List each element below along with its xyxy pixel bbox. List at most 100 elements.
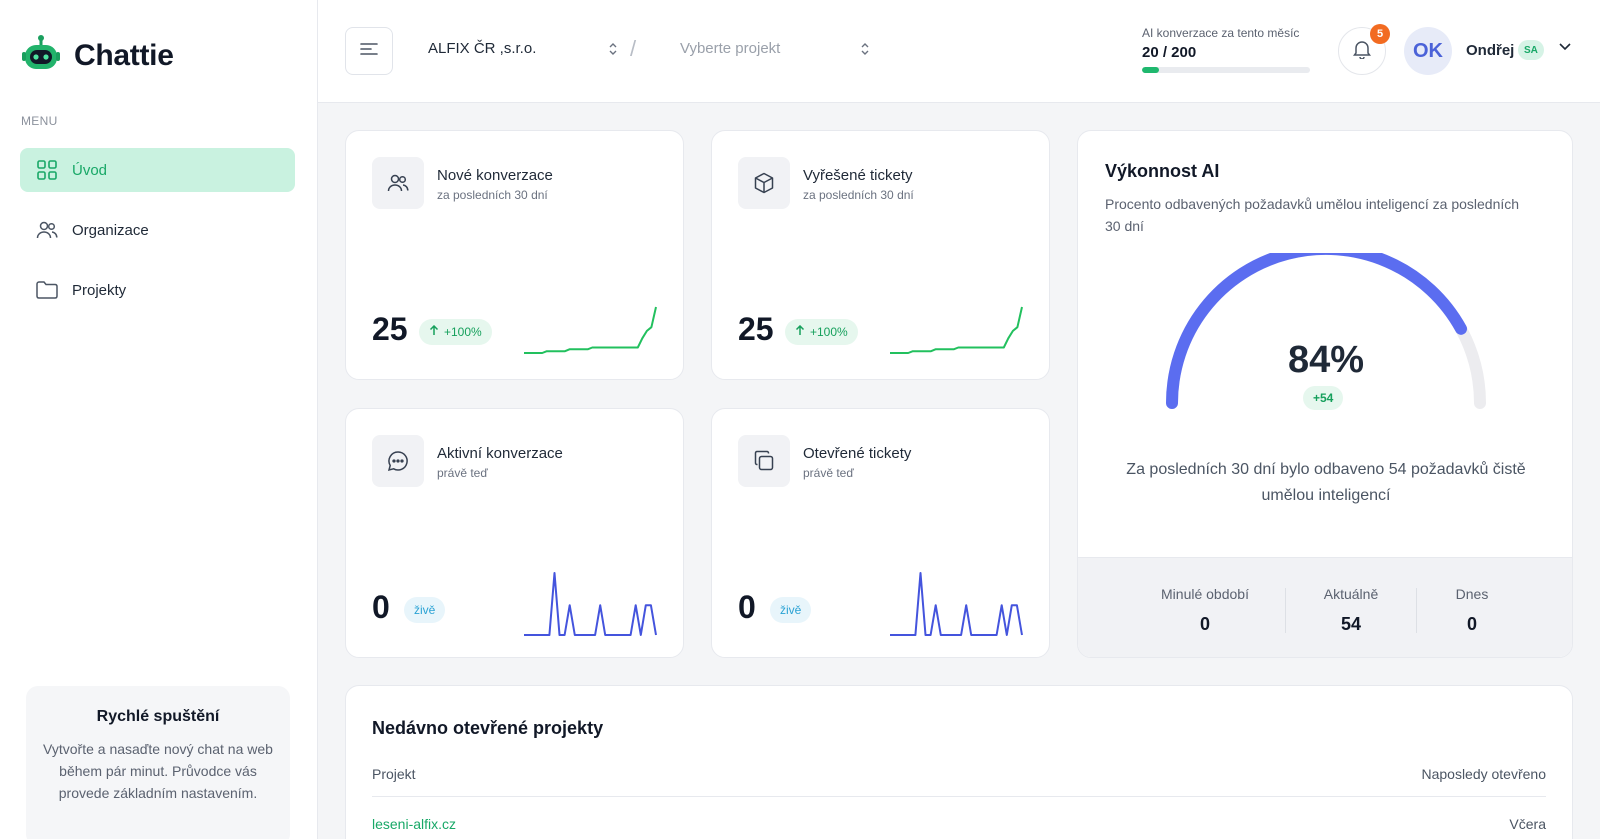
card-value: 0 xyxy=(738,589,756,625)
last-opened-value: Včera xyxy=(1509,816,1546,832)
top-header: ALFIX ČR ,s.r.o. / Vyberte projekt AI ko… xyxy=(318,0,1600,103)
ai-stats: Minulé období 0 Aktuálně 54 Dnes 0 xyxy=(1078,557,1572,657)
users-icon xyxy=(372,157,424,209)
stat-previous: Minulé období 0 xyxy=(1125,558,1285,657)
grid-icon xyxy=(36,159,58,181)
project-select[interactable]: Vyberte projekt xyxy=(680,40,870,57)
sparkline-chart xyxy=(890,306,1023,354)
divider xyxy=(372,796,1546,797)
stat-label: Minulé období xyxy=(1161,586,1249,602)
chevron-updown-icon xyxy=(860,42,870,56)
card-subtitle: za posledních 30 dní xyxy=(437,188,548,202)
organization-value: ALFIX ČR ,s.r.o. xyxy=(428,40,537,57)
stat-card-active-conversations[interactable]: Aktivní konverzace právě teď 0 živě xyxy=(345,408,684,658)
sparkline-series xyxy=(890,306,1023,354)
sidebar-nav: Úvod Organizace Projekty xyxy=(20,148,295,328)
ai-performance-card: Výkonnost AI Procento odbavených požadav… xyxy=(1077,130,1573,658)
avatar[interactable]: OK xyxy=(1404,27,1452,75)
sparkline-chart xyxy=(524,572,657,636)
sparkline-chart xyxy=(524,306,657,354)
sidebar-item-label: Projekty xyxy=(72,281,127,299)
project-link[interactable]: leseni-alfix.cz xyxy=(372,816,457,832)
card-title: Aktivní konverzace xyxy=(437,445,563,462)
users-icon xyxy=(36,219,58,241)
ai-performance-description: Procento odbavených požadavků umělou int… xyxy=(1105,196,1520,234)
ai-usage: AI konverzace za tento měsíc 20 / 200 xyxy=(1142,26,1312,73)
ai-performance-note: Za posledních 30 dní bylo odbaveno 54 po… xyxy=(1126,461,1526,504)
stat-today: Dnes 0 xyxy=(1417,558,1527,657)
notifications-badge: 5 xyxy=(1370,24,1390,44)
ai-gauge xyxy=(1166,253,1486,409)
arrow-up-icon xyxy=(429,324,439,339)
arrow-up-icon xyxy=(795,324,805,339)
robot-logo-icon xyxy=(22,34,60,77)
card-subtitle: za posledních 30 dní xyxy=(803,188,914,202)
live-badge: živě xyxy=(770,597,812,623)
column-header-last-opened: Naposledy otevřeno xyxy=(1421,766,1546,782)
copy-icon xyxy=(738,435,790,487)
trend-badge-text: +100% xyxy=(444,325,482,339)
card-value: 0 xyxy=(372,589,390,625)
project-placeholder: Vyberte projekt xyxy=(680,40,781,57)
sparkline-series xyxy=(890,572,1023,636)
stat-label: Aktuálně xyxy=(1323,586,1379,602)
stat-label: Dnes xyxy=(1455,586,1489,602)
stat-card-new-conversations[interactable]: Nové konverzace za posledních 30 dní 25 … xyxy=(345,130,684,380)
card-value: 25 xyxy=(372,311,408,347)
organization-select[interactable]: ALFIX ČR ,s.r.o. xyxy=(428,40,618,57)
app-name: Chattie xyxy=(74,38,174,72)
user-name[interactable]: Ondřej xyxy=(1466,42,1515,59)
quick-start-title: Rychlé spuštění xyxy=(96,708,220,725)
quick-start-text: Vytvořte a nasaďte nový chat na web běhe… xyxy=(43,741,273,801)
stat-card-resolved-tickets[interactable]: Vyřešené tickety za posledních 30 dní 25… xyxy=(711,130,1050,380)
sidebar-item-label: Úvod xyxy=(72,161,108,179)
chevron-down-icon[interactable] xyxy=(1558,38,1572,56)
card-subtitle: právě teď xyxy=(437,466,488,480)
box-icon xyxy=(738,157,790,209)
bell-icon xyxy=(1353,39,1371,64)
logo[interactable]: Chattie xyxy=(22,34,174,77)
card-subtitle: právě teď xyxy=(803,466,854,480)
ai-usage-label: AI konverzace za tento měsíc xyxy=(1142,26,1300,40)
card-title: Otevřené tickety xyxy=(803,445,912,462)
column-header-project: Projekt xyxy=(372,766,416,782)
live-badge: živě xyxy=(404,597,446,623)
trend-badge-text: +100% xyxy=(810,325,848,339)
ai-usage-value: 20 / 200 xyxy=(1142,44,1197,61)
menu-toggle-button[interactable] xyxy=(345,27,393,75)
recent-projects-title: Nedávno otevřené projekty xyxy=(372,718,604,738)
gauge-fill xyxy=(1166,253,1467,409)
card-title: Vyřešené tickety xyxy=(803,167,913,184)
breadcrumb-separator: / xyxy=(630,36,637,61)
stat-value: 0 xyxy=(1199,614,1210,634)
sidebar-item-uvod[interactable]: Úvod xyxy=(20,148,295,192)
chevron-updown-icon xyxy=(608,42,618,56)
quick-start-panel[interactable]: Rychlé spuštění Vytvořte a nasaďte nový … xyxy=(26,686,290,839)
ai-performance-title: Výkonnost AI xyxy=(1105,161,1220,181)
sparkline-chart xyxy=(890,572,1023,636)
user-role-badge: SA xyxy=(1518,40,1544,60)
divider xyxy=(1285,588,1286,633)
stat-current: Aktuálně 54 xyxy=(1286,558,1416,657)
ai-usage-bar-fill xyxy=(1142,67,1159,73)
stat-value: 0 xyxy=(1466,614,1477,634)
card-title: Nové konverzace xyxy=(437,167,553,184)
divider xyxy=(1416,588,1417,633)
trend-badge: +100% xyxy=(785,319,858,345)
sparkline-series xyxy=(524,572,657,636)
ai-percent-value: 84% xyxy=(1287,339,1365,381)
card-value: 25 xyxy=(738,311,774,347)
stat-card-open-tickets[interactable]: Otevřené tickety právě teď 0 živě xyxy=(711,408,1050,658)
folder-icon xyxy=(36,279,58,301)
recent-projects: Nedávno otevřené projekty Projekt Naposl… xyxy=(345,685,1573,839)
ai-usage-bar xyxy=(1142,67,1310,73)
sidebar-item-label: Organizace xyxy=(72,221,149,239)
stat-value: 54 xyxy=(1340,614,1362,634)
chat-icon xyxy=(372,435,424,487)
menu-label: MENU xyxy=(21,114,58,128)
sidebar: Chattie MENU Úvod Organizace xyxy=(0,0,318,839)
menu-icon xyxy=(360,42,378,61)
sidebar-item-projekty[interactable]: Projekty xyxy=(20,268,295,312)
sparkline-series xyxy=(524,306,657,354)
sidebar-item-organizace[interactable]: Organizace xyxy=(20,208,295,252)
